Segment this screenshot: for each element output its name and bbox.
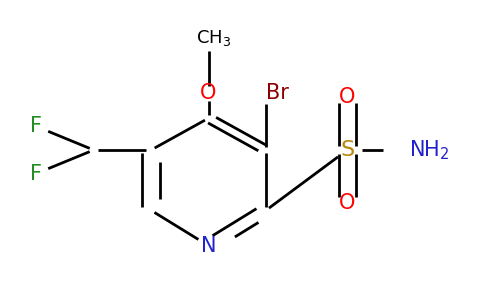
- Text: O: O: [200, 82, 217, 103]
- Text: S: S: [340, 140, 354, 160]
- Text: F: F: [30, 164, 42, 184]
- Text: NH$_2$: NH$_2$: [409, 138, 450, 162]
- Text: N: N: [201, 236, 216, 256]
- Text: F: F: [30, 116, 42, 136]
- Text: O: O: [339, 193, 355, 213]
- Text: CH$_3$: CH$_3$: [196, 28, 231, 48]
- Text: Br: Br: [266, 82, 289, 103]
- Text: O: O: [339, 87, 355, 107]
